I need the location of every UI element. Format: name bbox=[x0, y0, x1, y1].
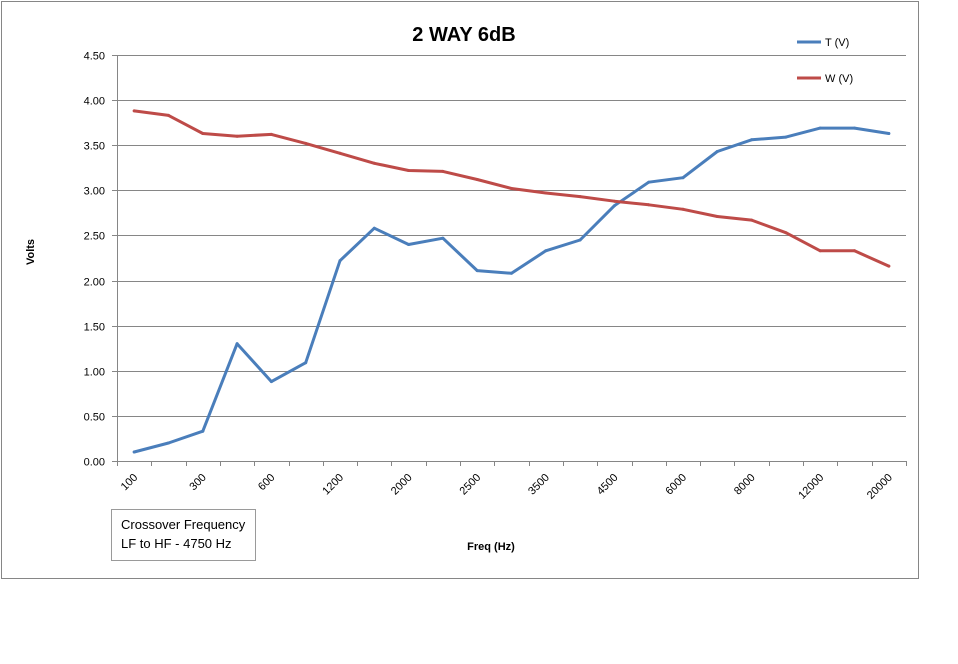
data-point bbox=[612, 204, 616, 208]
y-tick-label: 1.00 bbox=[84, 367, 105, 379]
y-tick-label: 2.00 bbox=[84, 277, 105, 289]
data-point bbox=[304, 141, 308, 145]
data-point bbox=[647, 180, 651, 184]
data-point bbox=[818, 126, 822, 130]
data-point bbox=[407, 169, 411, 172]
data-point bbox=[441, 169, 445, 173]
series-layer bbox=[132, 109, 891, 454]
data-point bbox=[818, 249, 822, 253]
y-axis: 0.00 0.50 1.00 1.50 2.00 2.50 3.00 3.50 4.00 4.50 bbox=[84, 51, 118, 469]
annotation-line-1: Crossover Frequency bbox=[121, 517, 246, 532]
annotation-line-2: LF to HF - 4750 Hz bbox=[121, 536, 232, 551]
chart-area-border bbox=[1, 1, 919, 579]
data-point bbox=[578, 238, 582, 242]
data-point bbox=[715, 150, 719, 153]
data-point bbox=[372, 161, 376, 165]
y-tick-label: 0.00 bbox=[84, 457, 105, 469]
y-tick-label: 1.50 bbox=[84, 322, 105, 334]
gridlines bbox=[117, 55, 906, 417]
y-axis-title: Volts bbox=[25, 239, 37, 265]
data-point bbox=[647, 203, 651, 207]
y-tick-label: 2.50 bbox=[84, 231, 105, 243]
data-point bbox=[612, 199, 616, 203]
chart-title: 2 WAY 6dB bbox=[412, 24, 515, 46]
y-tick-label: 4.50 bbox=[84, 51, 105, 63]
data-point bbox=[681, 176, 685, 180]
data-point bbox=[681, 207, 685, 211]
data-point bbox=[544, 191, 548, 195]
y-tick-label: 3.50 bbox=[84, 141, 105, 153]
data-point bbox=[784, 135, 788, 139]
legend-label: T (V) bbox=[825, 37, 849, 49]
data-point bbox=[475, 269, 479, 273]
legend: T (V) W (V) bbox=[797, 37, 853, 85]
data-point bbox=[750, 138, 754, 142]
x-axis-title: Freq (Hz) bbox=[467, 541, 515, 553]
data-point bbox=[475, 178, 479, 181]
data-point bbox=[750, 218, 754, 222]
data-point bbox=[235, 134, 239, 138]
data-point bbox=[887, 132, 891, 135]
data-point bbox=[235, 342, 239, 346]
data-point bbox=[132, 109, 136, 113]
y-tick-label: 4.00 bbox=[84, 96, 105, 108]
legend-label: W (V) bbox=[825, 73, 853, 85]
data-point bbox=[167, 441, 170, 445]
data-point bbox=[338, 259, 342, 263]
data-point bbox=[201, 132, 205, 135]
y-tick-label: 3.00 bbox=[84, 186, 105, 198]
y-tick-label: 0.50 bbox=[84, 412, 105, 424]
data-point bbox=[269, 380, 273, 384]
data-point bbox=[338, 151, 342, 155]
data-point bbox=[441, 236, 445, 240]
data-point bbox=[853, 249, 856, 253]
data-point bbox=[578, 195, 582, 199]
data-point bbox=[407, 243, 411, 246]
data-point bbox=[304, 361, 308, 365]
data-point bbox=[510, 187, 513, 190]
crossover-annotation: Crossover Frequency LF to HF - 4750 Hz bbox=[111, 509, 256, 561]
data-point bbox=[544, 249, 548, 253]
data-point bbox=[715, 215, 719, 218]
data-point bbox=[510, 271, 513, 275]
data-point bbox=[887, 264, 891, 268]
data-point bbox=[853, 126, 856, 130]
data-point bbox=[167, 113, 170, 117]
data-point bbox=[201, 429, 205, 433]
data-point bbox=[784, 231, 788, 235]
data-point bbox=[132, 450, 136, 454]
data-point bbox=[269, 132, 273, 136]
data-point bbox=[372, 226, 376, 230]
